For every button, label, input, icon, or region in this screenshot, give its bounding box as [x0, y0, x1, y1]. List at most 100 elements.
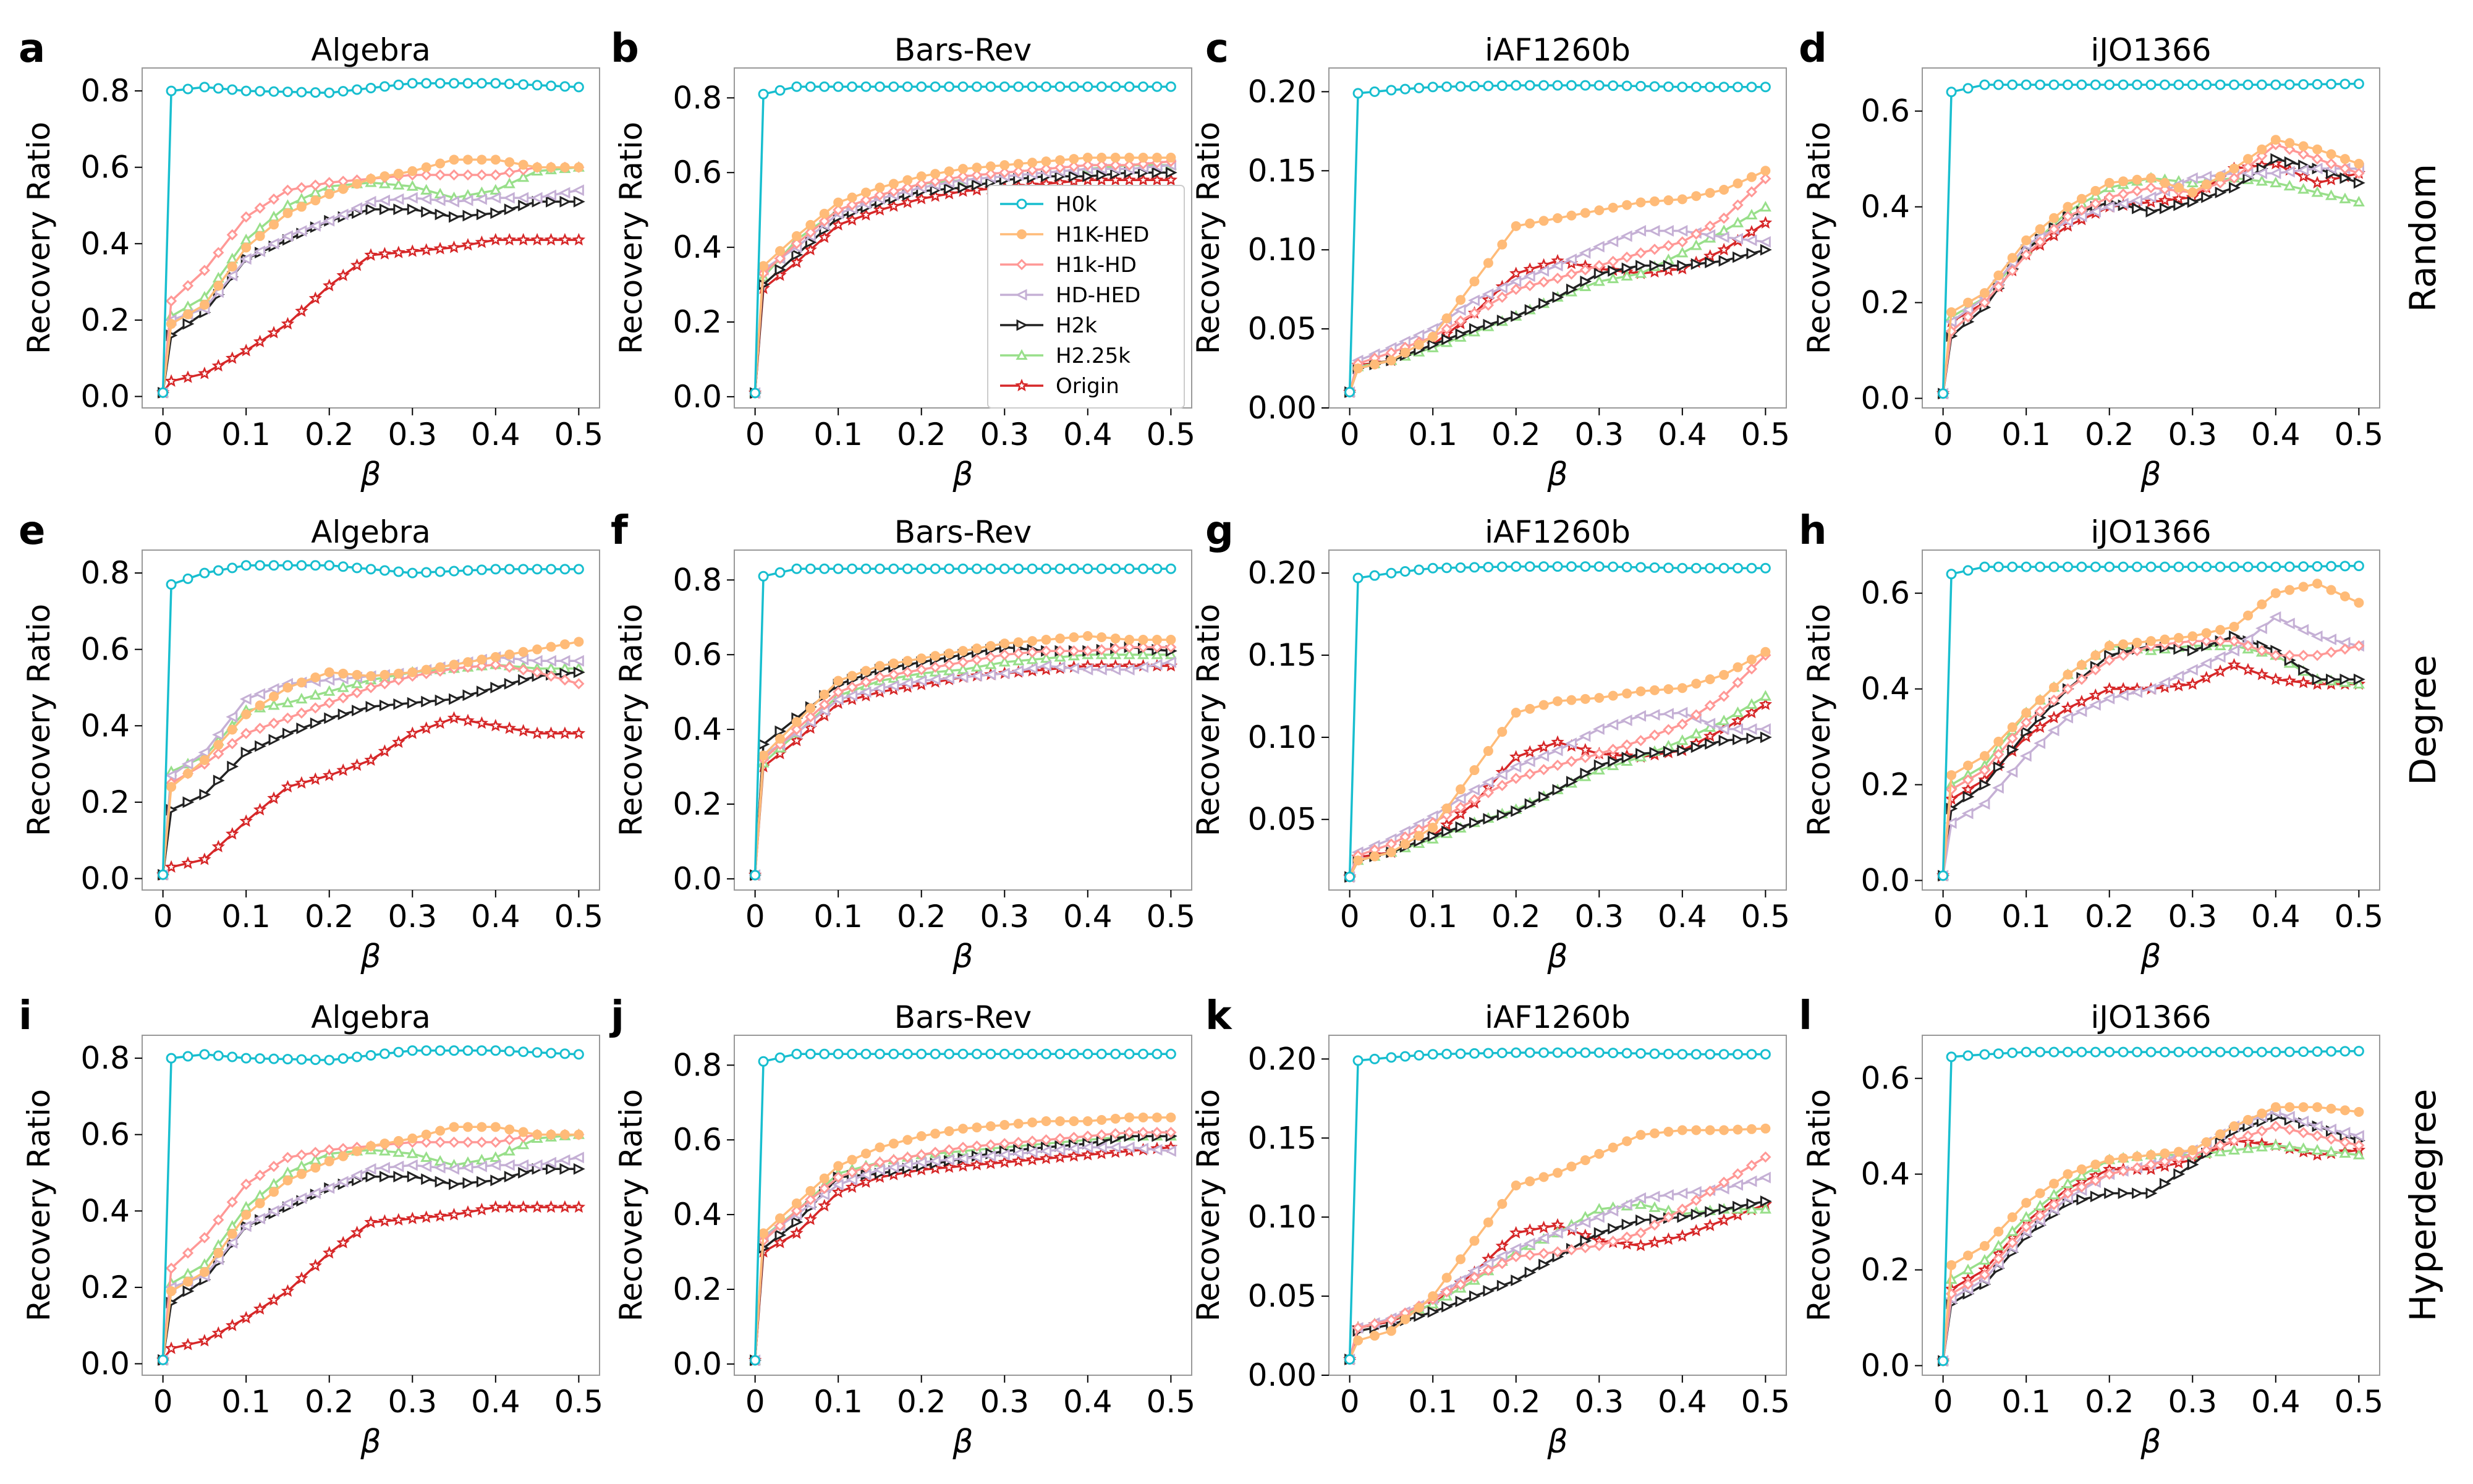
data-point: [1353, 1335, 1364, 1346]
data-point: [1399, 566, 1410, 577]
data-point: [1760, 166, 1771, 176]
data-point: [1124, 1112, 1135, 1122]
x-tick-label: 0: [1933, 417, 1953, 452]
data-point: [957, 563, 969, 574]
series-h2k: [1344, 731, 1772, 883]
data-point: [1496, 315, 1509, 326]
data-point: [324, 667, 334, 677]
data-point: [517, 664, 529, 676]
data-point: [1082, 645, 1093, 657]
data-point: [2172, 679, 2186, 692]
data-point: [1525, 1176, 1535, 1187]
x-tick-label: 0.5: [554, 417, 604, 452]
data-point: [957, 1142, 969, 1153]
y-tick-label: 0.4: [1860, 1156, 1910, 1192]
data-point: [888, 658, 899, 669]
data-point: [1689, 1224, 1703, 1237]
data-point: [1152, 1048, 1163, 1059]
data-point: [336, 208, 349, 221]
x-tick-label: 0.3: [2168, 1384, 2218, 1420]
data-point: [530, 655, 543, 667]
data-point: [2047, 710, 2061, 724]
data-point: [1469, 816, 1481, 829]
data-point: [2048, 79, 2059, 90]
data-point: [295, 692, 308, 704]
data-point: [476, 1176, 488, 1188]
series-line: [1349, 736, 1766, 878]
data-point: [833, 197, 844, 208]
data-point: [282, 87, 293, 98]
data-point: [1026, 1135, 1038, 1147]
data-point: [1566, 755, 1577, 767]
data-point: [2063, 1169, 2073, 1179]
data-point: [1426, 323, 1438, 335]
data-point: [1580, 1155, 1590, 1166]
data-point: [2215, 186, 2227, 198]
data-point: [559, 564, 571, 575]
series-h1k-hed: [1938, 1102, 2364, 1366]
data-point: [1537, 740, 1551, 753]
data-point: [860, 563, 872, 574]
y-tick-label: 0.0: [1860, 381, 1910, 417]
data-point: [1963, 297, 1973, 308]
x-axis-label: β: [1546, 1423, 1567, 1461]
data-point: [1523, 1223, 1537, 1236]
data-point: [1095, 663, 1107, 676]
data-point: [1979, 751, 1990, 761]
data-point: [2242, 1130, 2254, 1142]
data-point: [255, 560, 266, 571]
data-point: [984, 1156, 998, 1169]
panel-letter: a: [19, 26, 45, 72]
data-point: [1635, 1130, 1646, 1140]
data-point: [1025, 1146, 1038, 1158]
data-point: [2089, 699, 2101, 711]
data-point: [859, 1175, 873, 1188]
data-point: [393, 668, 404, 679]
data-point: [874, 1156, 886, 1168]
data-point: [1097, 153, 1107, 163]
panel-title: iAF1260b: [1485, 32, 1631, 68]
data-point: [518, 79, 529, 90]
data-point: [874, 563, 885, 574]
data-point: [2006, 1225, 2019, 1236]
data-point: [1040, 659, 1052, 672]
data-point: [1344, 386, 1355, 397]
series-line: [1941, 1049, 2359, 1361]
data-point: [490, 1136, 501, 1148]
data-point: [1110, 153, 1121, 163]
data-point: [2339, 643, 2351, 655]
data-point: [166, 1286, 177, 1297]
data-point: [2021, 716, 2032, 728]
data-point: [366, 174, 376, 184]
data-point: [1717, 723, 1729, 736]
data-point: [1026, 647, 1038, 658]
data-point: [490, 659, 501, 671]
data-point: [1524, 768, 1536, 780]
data-point: [2090, 561, 2101, 572]
data-point: [476, 208, 488, 221]
data-point: [1607, 744, 1619, 755]
data-point: [336, 763, 350, 776]
data-point: [2200, 635, 2212, 647]
data-point: [1511, 1181, 1521, 1191]
data-point: [1468, 784, 1480, 796]
data-point: [2021, 79, 2032, 90]
x-tick-label: 0.1: [1408, 899, 1457, 935]
y-tick-label: 0.2: [80, 302, 130, 338]
data-point: [352, 84, 363, 95]
data-point: [1069, 632, 1079, 643]
data-point: [532, 1129, 543, 1140]
x-tick-label: 0.1: [2001, 417, 2051, 452]
data-point: [166, 85, 177, 96]
data-point: [902, 563, 913, 574]
data-point: [791, 563, 802, 574]
data-point: [2173, 182, 2184, 193]
data-point: [546, 642, 556, 652]
x-tick-label: 0.4: [2251, 417, 2301, 452]
data-point: [1746, 663, 1758, 675]
data-point: [1608, 1142, 1618, 1153]
y-axis-label: Recovery Ratio: [613, 1089, 649, 1321]
data-point: [1718, 82, 1729, 93]
data-point: [281, 779, 295, 793]
data-point: [758, 88, 769, 100]
